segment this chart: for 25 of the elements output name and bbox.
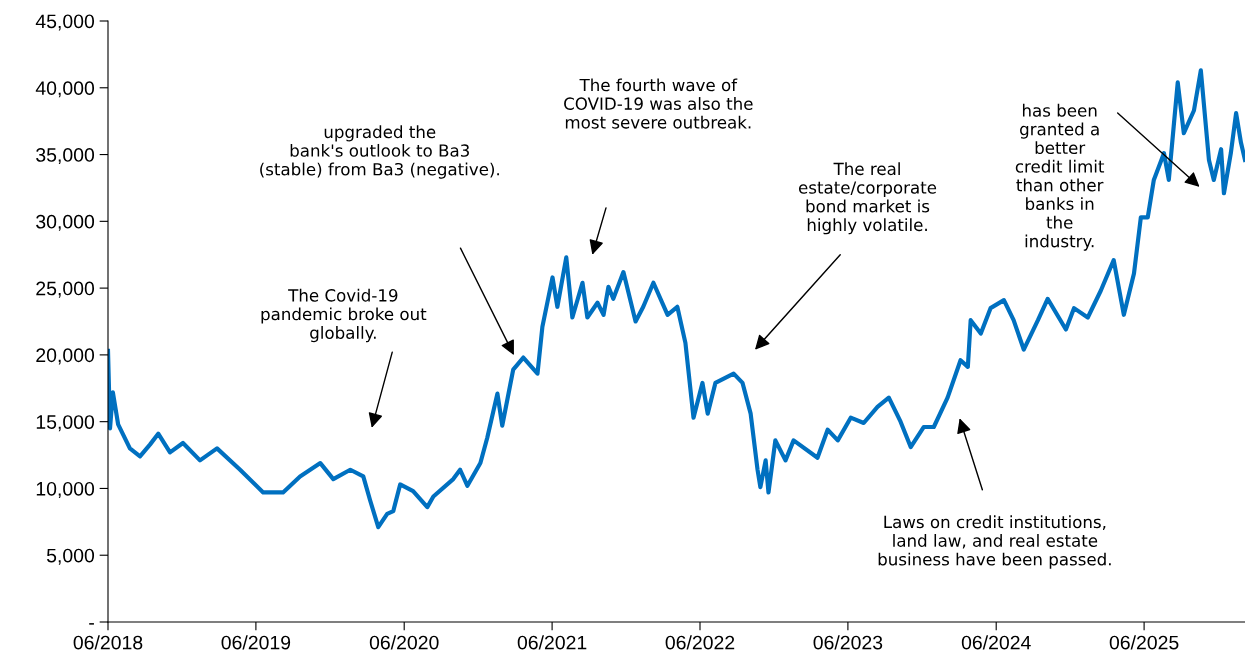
y-tick-label: - [89, 623, 94, 625]
y-tick-label: 30,000 [36, 214, 95, 231]
line-series [108, 68, 1245, 530]
y-tick-label: 45,000 [35, 14, 95, 31]
y-tick-label: 5,000 [46, 548, 95, 565]
y-tick-label: 10,000 [36, 481, 95, 498]
x-tick-label: 06/2021 [517, 635, 587, 650]
annotation: The Covid-19 pandemic broke out globally. [261, 288, 427, 343]
x-tick-label: 06/2023 [813, 635, 883, 650]
y-tick-label: 25,000 [36, 281, 95, 298]
annotation: The real estate/corporate bond market is highly volatile. [798, 162, 937, 235]
x-tick-label: 06/2025 [1109, 635, 1179, 650]
annotation: upgraded the bank's outlook to Ba3 (stable) from Ba3 (negative). [260, 125, 499, 179]
x-tick-label: 06/2022 [665, 635, 735, 650]
x-tick-label: 06/2024 [961, 635, 1031, 650]
annotation: has been granted a better credit limit than other banks in the industry. [1015, 103, 1105, 251]
y-tick-label: 20,000 [36, 348, 95, 365]
y-tick-label: 40,000 [35, 81, 95, 98]
annotation: The fourth wave of COVID-19 was also the most severe outbreak. [564, 78, 753, 129]
y-tick-label: 35,000 [36, 148, 95, 165]
annotation: Laws on credit institutions, land law, and real estate business have been passed. [878, 515, 1111, 569]
x-tick-label: 06/2020 [369, 635, 439, 650]
x-tick-label: 06/2019 [221, 635, 291, 650]
x-tick-label: 06/2018 [73, 635, 143, 650]
y-tick-label: 15,000 [36, 415, 95, 432]
